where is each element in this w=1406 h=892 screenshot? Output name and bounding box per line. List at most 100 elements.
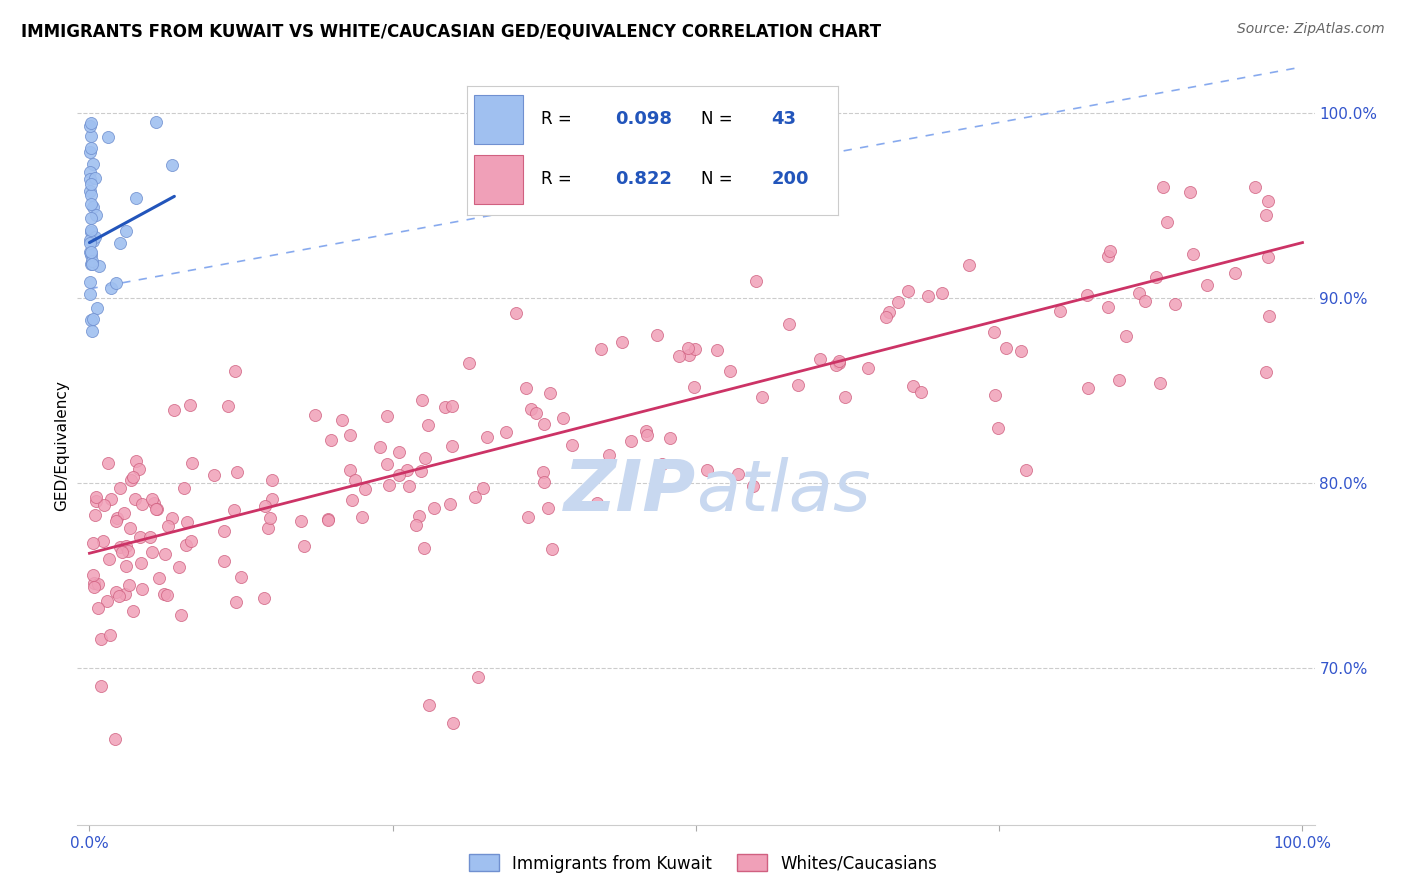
Point <box>104 585 127 599</box>
Point <box>645 328 668 343</box>
Point <box>875 310 897 325</box>
Point <box>79 244 101 259</box>
Point <box>160 511 183 525</box>
Point <box>533 417 555 431</box>
Point <box>217 400 239 414</box>
Point <box>80 226 103 240</box>
Point <box>917 289 939 303</box>
Point <box>222 503 245 517</box>
Point <box>683 380 706 394</box>
Point <box>411 392 433 407</box>
Point <box>651 457 673 471</box>
Point <box>1257 194 1279 209</box>
Point <box>517 509 540 524</box>
Point <box>1156 215 1178 229</box>
Point <box>93 534 115 549</box>
Point <box>1254 365 1277 379</box>
Point <box>131 497 153 511</box>
Point <box>155 588 177 602</box>
Point <box>145 502 167 516</box>
Point <box>167 560 190 574</box>
Point <box>741 479 763 493</box>
Point <box>1010 343 1032 358</box>
Point <box>170 607 193 622</box>
Point <box>375 409 398 423</box>
Point <box>80 313 103 327</box>
Point <box>983 326 1005 340</box>
Point <box>318 513 340 527</box>
Point <box>353 482 375 496</box>
Point <box>181 456 204 470</box>
Point <box>120 473 142 487</box>
Point <box>108 481 131 495</box>
Point <box>659 431 682 445</box>
Point <box>1077 381 1099 395</box>
Point <box>82 535 104 549</box>
Point <box>458 356 481 370</box>
Point <box>79 223 101 237</box>
Point <box>537 501 560 516</box>
Point <box>84 493 107 508</box>
Point <box>520 401 543 416</box>
Point <box>412 541 434 555</box>
Point <box>108 540 131 554</box>
Point <box>79 165 101 179</box>
Point <box>464 491 486 505</box>
Point <box>125 454 148 468</box>
Point <box>538 385 561 400</box>
Point <box>122 469 145 483</box>
Point <box>828 356 851 370</box>
Point <box>115 224 138 238</box>
Point <box>115 540 138 554</box>
Point <box>676 341 699 355</box>
Point <box>1015 463 1038 477</box>
Point <box>84 490 107 504</box>
Point <box>825 358 848 372</box>
Point <box>112 506 135 520</box>
Point <box>1099 244 1122 259</box>
Point <box>440 399 463 413</box>
Point <box>225 595 247 609</box>
Point <box>98 628 121 642</box>
Point <box>931 285 953 300</box>
Point <box>1195 277 1218 292</box>
Text: Source: ZipAtlas.com: Source: ZipAtlas.com <box>1237 22 1385 37</box>
Point <box>128 530 150 544</box>
Point <box>90 632 112 646</box>
Point <box>117 544 139 558</box>
Point <box>368 440 391 454</box>
Point <box>90 679 112 693</box>
Point <box>124 491 146 506</box>
Point <box>84 208 107 222</box>
Point <box>983 388 1005 402</box>
Point <box>339 427 361 442</box>
Point <box>405 517 427 532</box>
Point <box>477 429 499 443</box>
Point <box>79 245 101 260</box>
Point <box>105 514 128 528</box>
Point <box>1076 287 1098 301</box>
Point <box>148 571 170 585</box>
Point <box>515 381 537 395</box>
Text: IMMIGRANTS FROM KUWAIT VS WHITE/CAUCASIAN GED/EQUIVALENCY CORRELATION CHART: IMMIGRANTS FROM KUWAIT VS WHITE/CAUCASIA… <box>21 22 882 40</box>
Point <box>897 284 920 298</box>
Point <box>84 230 107 244</box>
Point <box>128 461 150 475</box>
Point <box>176 538 198 552</box>
Point <box>80 141 103 155</box>
Point <box>153 547 176 561</box>
Point <box>422 501 444 516</box>
Point <box>82 157 104 171</box>
Point <box>292 539 315 553</box>
Point <box>145 114 167 128</box>
Point <box>79 172 101 186</box>
Point <box>80 187 103 202</box>
Point <box>957 258 980 272</box>
Point <box>79 119 101 133</box>
Point <box>887 295 910 310</box>
Point <box>343 473 366 487</box>
Point <box>718 363 741 377</box>
Point <box>339 463 361 477</box>
Point <box>1115 329 1137 343</box>
Point <box>561 438 583 452</box>
